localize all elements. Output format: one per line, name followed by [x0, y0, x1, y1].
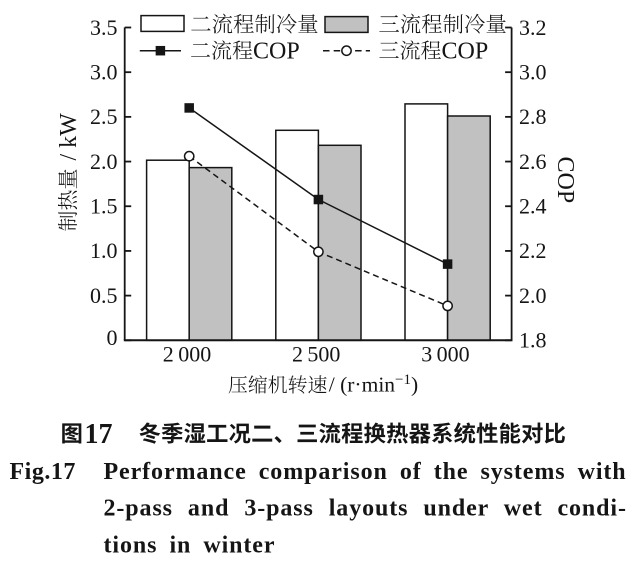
- svg-text:1.8: 1.8: [519, 328, 547, 353]
- svg-text:2-pass and 3-pass layouts unde: 2-pass and 3-pass layouts under wet cond…: [104, 496, 627, 522]
- svg-text:COP: COP: [253, 38, 300, 64]
- svg-text:COP: COP: [552, 157, 578, 204]
- svg-text:2 000: 2 000: [163, 341, 211, 366]
- svg-text:tions in winter: tions in winter: [104, 532, 276, 558]
- svg-text:2.5: 2.5: [90, 104, 118, 129]
- svg-text:0.5: 0.5: [90, 283, 118, 308]
- svg-text:1.5: 1.5: [90, 194, 118, 219]
- svg-text:2.6: 2.6: [519, 149, 547, 174]
- svg-text:1.0: 1.0: [90, 238, 118, 263]
- svg-text:3.0: 3.0: [90, 60, 118, 85]
- svg-text:17: 17: [85, 419, 113, 450]
- svg-text:2.2: 2.2: [519, 238, 547, 263]
- svg-text:COP: COP: [442, 38, 489, 64]
- svg-text:Performance comparison of the: Performance comparison of the systems wi…: [104, 459, 627, 485]
- svg-text:2.0: 2.0: [90, 149, 118, 174]
- svg-text:2.0: 2.0: [519, 283, 547, 308]
- svg-text:0: 0: [107, 325, 118, 350]
- svg-text:2.4: 2.4: [519, 194, 547, 219]
- svg-text:2.8: 2.8: [519, 104, 547, 129]
- svg-text:3.5: 3.5: [90, 15, 118, 40]
- svg-text:3.2: 3.2: [519, 15, 547, 40]
- svg-text:/ kW: / kW: [56, 113, 82, 167]
- svg-text:3 000: 3 000: [421, 341, 469, 366]
- svg-text:Fig.17: Fig.17: [10, 459, 76, 485]
- svg-text:2 500: 2 500: [292, 341, 340, 366]
- svg-text:3.0: 3.0: [519, 60, 547, 85]
